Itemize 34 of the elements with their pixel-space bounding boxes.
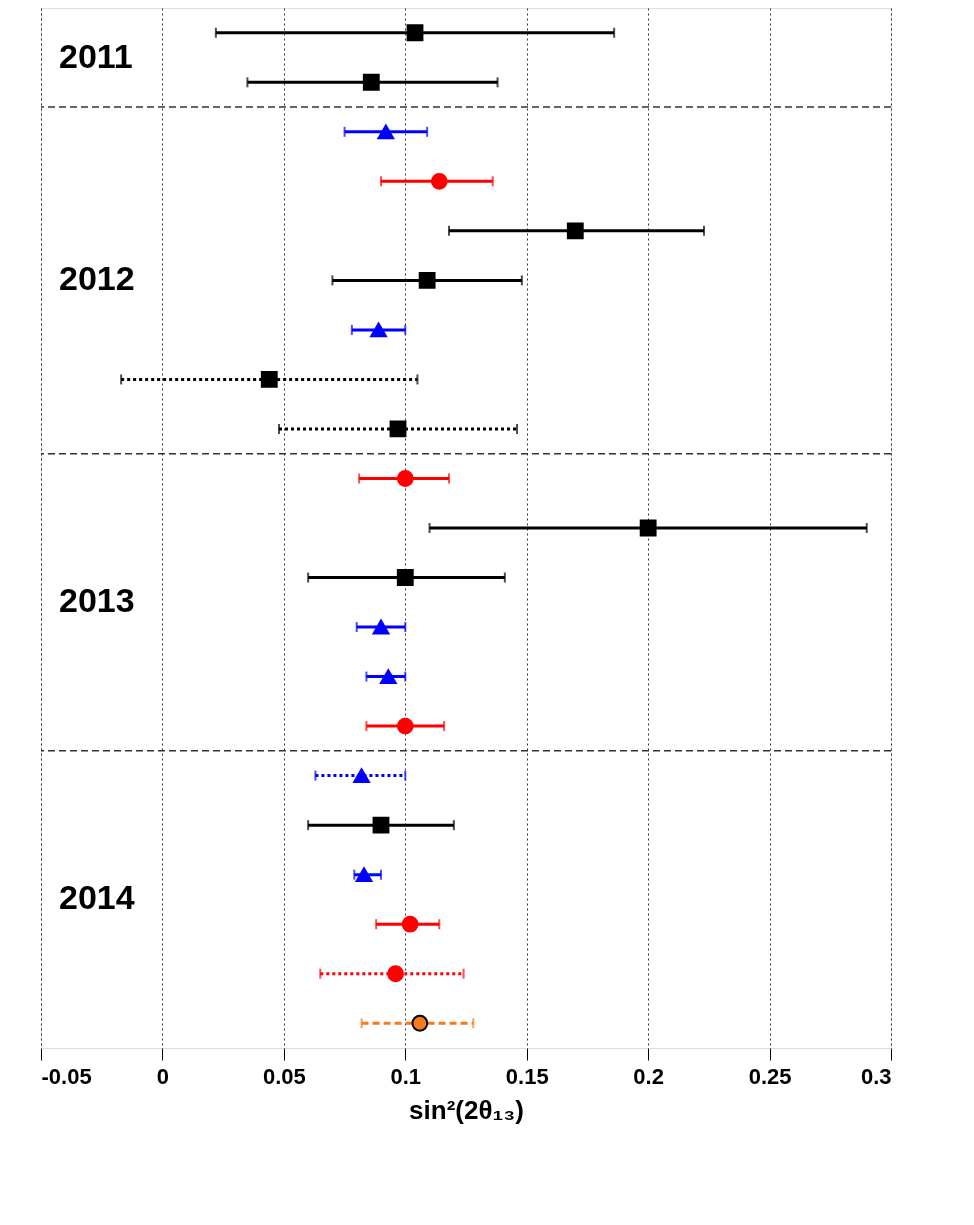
point [362, 73, 380, 91]
x-tick-label: 0.3 [860, 1063, 892, 1089]
x-tick-label: 0.25 [748, 1063, 792, 1089]
point [396, 569, 414, 586]
annotation: 2012 [59, 259, 135, 298]
annotation: 2011 [59, 36, 133, 75]
annotation: 2014 [59, 878, 135, 917]
point [379, 669, 397, 684]
point [396, 470, 414, 487]
annotation: 2013 [59, 581, 135, 620]
x-tick-label: 0.2 [633, 1063, 664, 1089]
point [355, 867, 373, 883]
point [418, 271, 436, 289]
point [377, 124, 395, 140]
point [396, 717, 414, 735]
x-tick-label: -0.05 [41, 1063, 92, 1089]
point [372, 619, 390, 635]
point [372, 816, 390, 834]
x-tick-label: 0.15 [505, 1063, 549, 1089]
point [401, 915, 419, 933]
point [389, 420, 407, 438]
x-axis-title: sin²(2θ₁₃) [409, 1094, 524, 1125]
point [639, 519, 657, 537]
x-tick-label: 0 [156, 1063, 170, 1089]
x-tick-label: 0.1 [390, 1063, 422, 1089]
point [260, 371, 278, 388]
point [387, 965, 404, 983]
point [566, 222, 584, 240]
point [406, 24, 424, 42]
x-tick-label: 0.05 [262, 1063, 306, 1089]
point [430, 172, 448, 190]
point [370, 322, 387, 338]
point [411, 1014, 429, 1032]
point [353, 768, 370, 784]
